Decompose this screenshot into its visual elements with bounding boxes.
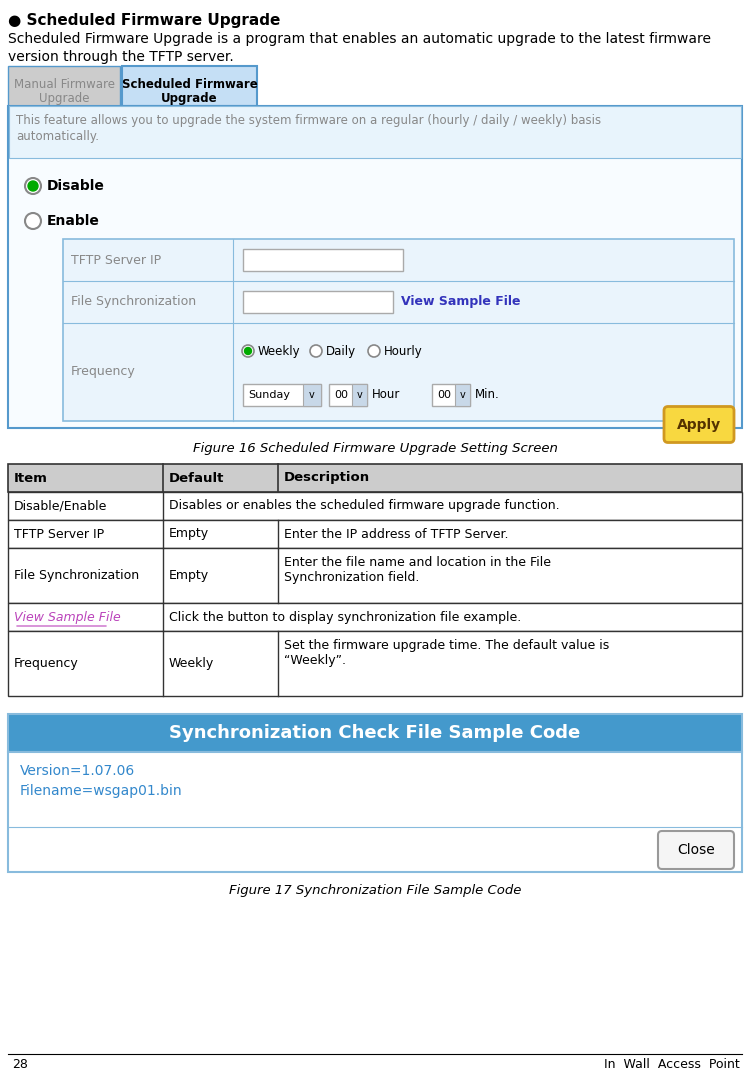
Text: Apply: Apply: [677, 417, 721, 431]
Circle shape: [242, 345, 254, 357]
Bar: [8, 520, 742, 548]
Bar: [8, 548, 742, 603]
Bar: [8, 714, 742, 752]
Bar: [122, 66, 257, 107]
Bar: [243, 384, 321, 406]
Bar: [432, 384, 470, 406]
Text: Disable: Disable: [47, 179, 105, 193]
Text: Hour: Hour: [372, 388, 400, 401]
Text: Daily: Daily: [326, 344, 356, 357]
Text: version through the TFTP server.: version through the TFTP server.: [8, 49, 234, 63]
Text: Upgrade: Upgrade: [161, 93, 218, 105]
Bar: [8, 66, 120, 107]
Text: Figure 16 Scheduled Firmware Upgrade Setting Screen: Figure 16 Scheduled Firmware Upgrade Set…: [193, 442, 557, 455]
Text: Figure 17 Synchronization File Sample Code: Figure 17 Synchronization File Sample Co…: [229, 884, 521, 897]
FancyBboxPatch shape: [664, 407, 734, 442]
Circle shape: [25, 213, 41, 229]
Bar: [352, 384, 367, 406]
Text: 00: 00: [437, 390, 451, 400]
Text: Sunday: Sunday: [248, 390, 290, 400]
Text: TFTP Server IP: TFTP Server IP: [71, 254, 161, 267]
FancyBboxPatch shape: [658, 831, 734, 869]
Text: automatically.: automatically.: [16, 130, 99, 143]
Text: Description: Description: [284, 471, 370, 484]
Text: Upgrade: Upgrade: [39, 93, 89, 105]
Bar: [8, 492, 742, 520]
Text: Empty: Empty: [169, 527, 209, 540]
Bar: [329, 384, 367, 406]
Text: Manual Firmware: Manual Firmware: [13, 77, 115, 91]
Bar: [8, 752, 742, 872]
Text: Disable/Enable: Disable/Enable: [14, 499, 107, 512]
Text: v: v: [309, 390, 315, 400]
Circle shape: [368, 345, 380, 357]
Text: Item: Item: [14, 471, 48, 484]
Text: File Synchronization: File Synchronization: [71, 296, 196, 309]
Text: Set the firmware upgrade time. The default value is
“Weekly”.: Set the firmware upgrade time. The defau…: [284, 639, 609, 667]
Text: Filename=wsgap01.bin: Filename=wsgap01.bin: [20, 784, 183, 798]
Text: Hourly: Hourly: [384, 344, 423, 357]
Text: v: v: [460, 390, 466, 400]
Bar: [9, 107, 741, 158]
Bar: [63, 239, 734, 421]
Text: Scheduled Firmware: Scheduled Firmware: [122, 77, 257, 91]
Bar: [8, 107, 742, 428]
Text: v: v: [357, 390, 363, 400]
Text: View Sample File: View Sample File: [14, 610, 121, 623]
Circle shape: [25, 178, 41, 194]
Bar: [8, 603, 742, 631]
Bar: [243, 249, 403, 271]
Text: Synchronization Check File Sample Code: Synchronization Check File Sample Code: [170, 724, 580, 742]
Text: TFTP Server IP: TFTP Server IP: [14, 527, 104, 540]
Text: 00: 00: [334, 390, 348, 400]
Text: In  Wall  Access  Point: In Wall Access Point: [604, 1058, 740, 1071]
Circle shape: [310, 345, 322, 357]
Text: Close: Close: [677, 843, 715, 856]
Bar: [455, 384, 470, 406]
Bar: [243, 291, 393, 313]
Text: Scheduled Firmware Upgrade is a program that enables an automatic upgrade to the: Scheduled Firmware Upgrade is a program …: [8, 32, 711, 46]
Circle shape: [244, 348, 251, 354]
Text: Enter the file name and location in the File
Synchronization field.: Enter the file name and location in the …: [284, 556, 551, 584]
Text: File Synchronization: File Synchronization: [14, 569, 140, 582]
Text: Weekly: Weekly: [169, 657, 214, 670]
Text: Frequency: Frequency: [14, 657, 79, 670]
Bar: [8, 631, 742, 696]
Circle shape: [28, 181, 38, 192]
Text: 28: 28: [12, 1058, 28, 1071]
Text: Default: Default: [169, 471, 224, 484]
Text: Disables or enables the scheduled firmware upgrade function.: Disables or enables the scheduled firmwa…: [169, 499, 560, 512]
Text: Empty: Empty: [169, 569, 209, 582]
Text: Click the button to display synchronization file example.: Click the button to display synchronizat…: [169, 610, 521, 623]
Text: Frequency: Frequency: [71, 366, 136, 379]
Text: Version=1.07.06: Version=1.07.06: [20, 764, 135, 778]
Text: This feature allows you to upgrade the system firmware on a regular (hourly / da: This feature allows you to upgrade the s…: [16, 114, 602, 127]
Text: View Sample File: View Sample File: [401, 296, 520, 309]
Text: Enable: Enable: [47, 214, 100, 228]
Bar: [303, 384, 321, 406]
Bar: [8, 464, 742, 492]
Text: Enter the IP address of TFTP Server.: Enter the IP address of TFTP Server.: [284, 527, 508, 540]
Text: Min.: Min.: [475, 388, 500, 401]
Text: ● Scheduled Firmware Upgrade: ● Scheduled Firmware Upgrade: [8, 13, 280, 28]
Text: Weekly: Weekly: [258, 344, 301, 357]
